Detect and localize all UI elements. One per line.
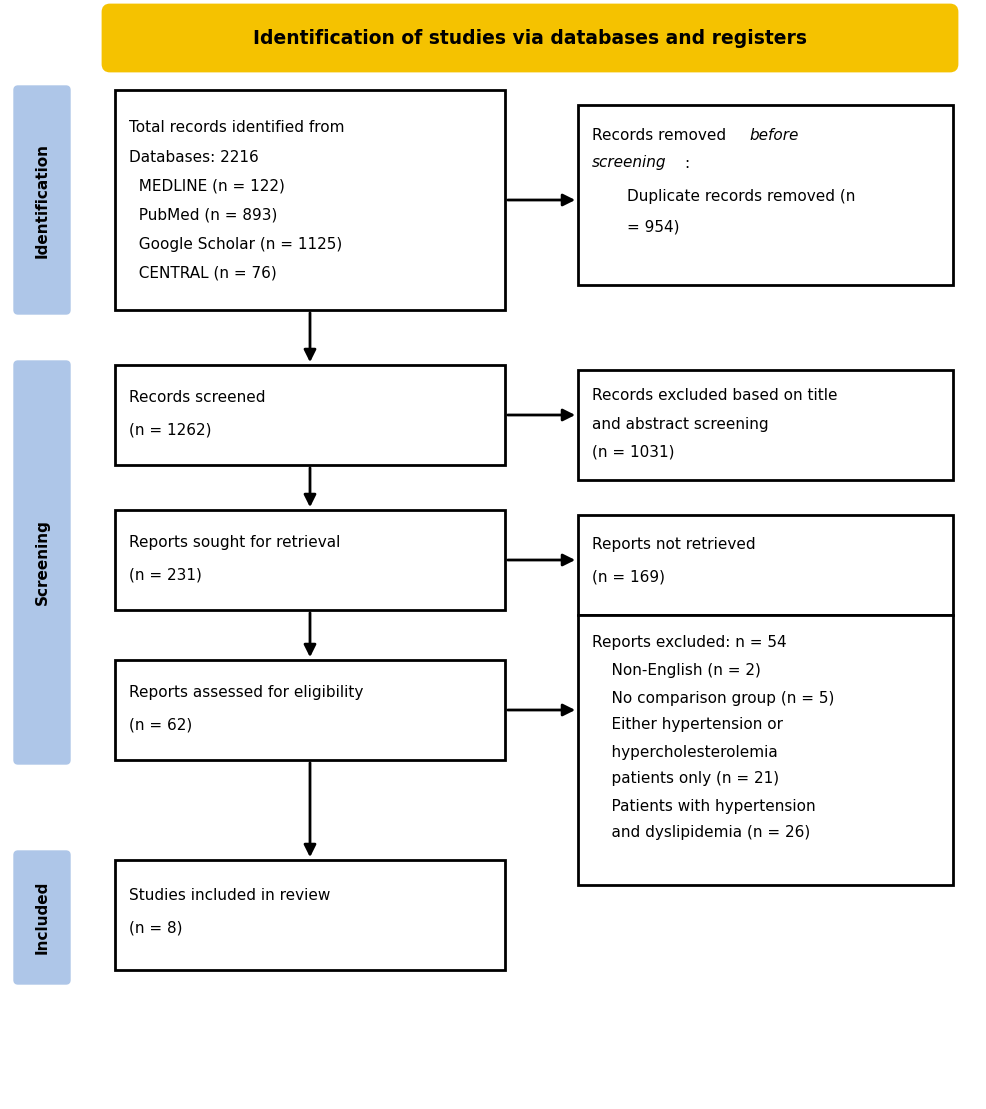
- Text: Reports excluded: n = 54: Reports excluded: n = 54: [592, 635, 787, 651]
- Text: screening: screening: [592, 155, 667, 171]
- Text: No comparison group (n = 5): No comparison group (n = 5): [592, 691, 834, 705]
- FancyBboxPatch shape: [115, 859, 505, 970]
- FancyBboxPatch shape: [14, 87, 70, 314]
- Text: (n = 62): (n = 62): [129, 718, 192, 733]
- Text: hypercholesterolemia: hypercholesterolemia: [592, 744, 778, 760]
- Text: Reports sought for retrieval: Reports sought for retrieval: [129, 535, 340, 549]
- Text: Google Scholar (n = 1125): Google Scholar (n = 1125): [129, 236, 342, 252]
- FancyBboxPatch shape: [14, 851, 70, 984]
- Text: Patients with hypertension: Patients with hypertension: [592, 798, 815, 814]
- Text: = 954): = 954): [627, 220, 679, 234]
- FancyBboxPatch shape: [115, 660, 505, 760]
- Text: Screening: Screening: [35, 519, 49, 606]
- FancyBboxPatch shape: [115, 90, 505, 311]
- Text: (n = 231): (n = 231): [129, 568, 202, 582]
- Text: and dyslipidemia (n = 26): and dyslipidemia (n = 26): [592, 825, 810, 841]
- Text: Records screened: Records screened: [129, 389, 265, 405]
- Text: and abstract screening: and abstract screening: [592, 417, 769, 431]
- Text: Reports assessed for eligibility: Reports assessed for eligibility: [129, 684, 364, 700]
- Text: CENTRAL (n = 76): CENTRAL (n = 76): [129, 265, 277, 281]
- Text: Included: Included: [35, 881, 49, 954]
- Text: before: before: [749, 128, 799, 142]
- FancyBboxPatch shape: [578, 105, 953, 285]
- Text: Non-English (n = 2): Non-English (n = 2): [592, 663, 761, 679]
- FancyBboxPatch shape: [578, 615, 953, 885]
- Text: Identification of studies via databases and registers: Identification of studies via databases …: [253, 29, 807, 48]
- Text: (n = 1262): (n = 1262): [129, 423, 212, 437]
- Text: (n = 8): (n = 8): [129, 920, 182, 936]
- Text: Reports not retrieved: Reports not retrieved: [592, 538, 755, 552]
- Text: :: :: [684, 155, 689, 171]
- FancyBboxPatch shape: [115, 365, 505, 465]
- Text: (n = 169): (n = 169): [592, 570, 665, 584]
- Text: Records removed: Records removed: [592, 128, 731, 142]
- Text: Studies included in review: Studies included in review: [129, 887, 330, 903]
- FancyBboxPatch shape: [14, 362, 70, 764]
- Text: Databases: 2216: Databases: 2216: [129, 150, 258, 164]
- Text: Identification: Identification: [35, 142, 49, 257]
- FancyBboxPatch shape: [115, 510, 505, 610]
- Text: Records excluded based on title: Records excluded based on title: [592, 388, 837, 404]
- Text: Total records identified from: Total records identified from: [129, 121, 344, 135]
- Text: patients only (n = 21): patients only (n = 21): [592, 772, 779, 786]
- FancyBboxPatch shape: [103, 6, 957, 71]
- FancyBboxPatch shape: [578, 370, 953, 480]
- Text: Either hypertension or: Either hypertension or: [592, 718, 783, 733]
- Text: MEDLINE (n = 122): MEDLINE (n = 122): [129, 179, 285, 193]
- Text: (n = 1031): (n = 1031): [592, 445, 674, 459]
- FancyBboxPatch shape: [578, 515, 953, 615]
- Text: Duplicate records removed (n: Duplicate records removed (n: [627, 190, 856, 204]
- Text: PubMed (n = 893): PubMed (n = 893): [129, 207, 277, 223]
